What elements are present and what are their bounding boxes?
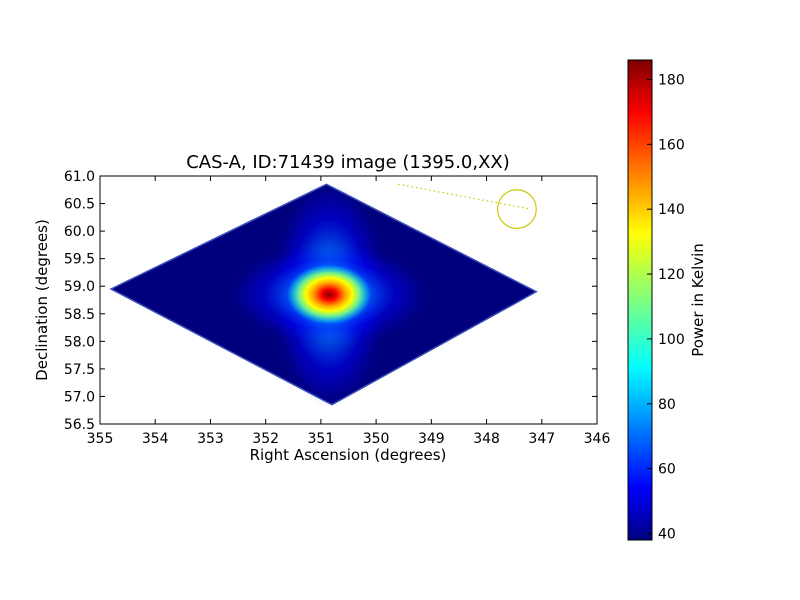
colorbar-tick-label: 80 [658,397,676,413]
colorbar-tick-label: 60 [658,462,676,478]
colorbar-tick-label: 160 [658,137,685,153]
x-tick-label: 351 [308,431,335,447]
y-tick-label: 57.0 [64,389,95,405]
x-tick-label: 353 [197,431,224,447]
y-axis-ticks: 56.5 57.0 57.5 58.0 58.5 59.0 59.5 60.0 60.5 61.0 [64,169,597,433]
y-tick-label: 60.5 [64,197,95,213]
colorbar-tick-label: 180 [658,72,685,88]
x-axis-label: Right Ascension (degrees) [250,446,447,464]
annotation-marker [398,183,537,229]
colorbar-tick-label: 140 [658,202,685,218]
x-tick-label: 352 [252,431,279,447]
x-tick-label: 354 [142,431,169,447]
colorbar-tick-label: 100 [658,332,685,348]
colorbar-tick-label: 120 [658,267,685,283]
peak-core [287,264,372,325]
x-tick-label: 347 [528,431,555,447]
x-tick-label: 355 [87,431,114,447]
y-tick-label: 59.5 [64,252,95,268]
y-tick-label: 56.5 [64,417,95,433]
y-tick-label: 58.5 [64,307,95,323]
x-tick-label: 346 [584,431,611,447]
y-tick-label: 58.0 [64,334,95,350]
x-axis-ticks: 355 354 353 352 351 350 349 348 347 346 [87,176,611,447]
annotation-line [398,183,531,210]
x-tick-label: 349 [418,431,445,447]
y-axis-label: Declination (degrees) [33,219,51,381]
x-tick-label: 348 [473,431,500,447]
colorbar [627,59,653,541]
colorbar-tick-label: 40 [658,527,676,543]
plot-frame [99,175,598,425]
y-tick-label: 60.0 [64,224,95,240]
annotation-circle [497,189,537,229]
y-tick-label: 57.5 [64,362,95,378]
y-tick-label: 59.0 [64,279,95,295]
colorbar-label: Power in Kelvin [689,243,707,357]
y-tick-label: 61.0 [64,169,95,185]
chart-title: CAS-A, ID:71439 image (1395.0,XX) [186,152,510,173]
heatmap-layer [109,183,538,406]
colorbar-ticks: 40 60 80 100 120 140 160 180 [647,72,685,543]
x-tick-label: 350 [363,431,390,447]
